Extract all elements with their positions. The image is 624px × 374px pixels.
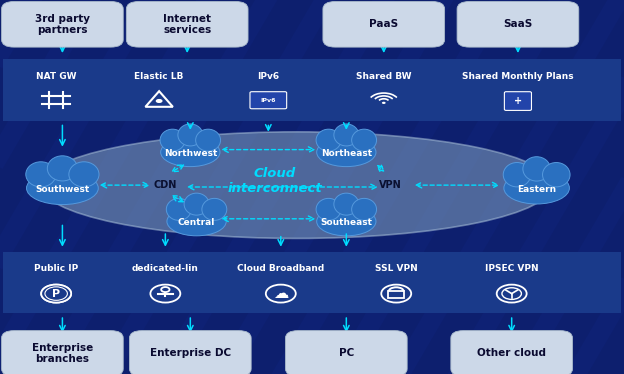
Text: Northeast: Northeast [321, 149, 372, 158]
Ellipse shape [167, 207, 226, 236]
Ellipse shape [167, 198, 191, 220]
Ellipse shape [542, 163, 570, 187]
Bar [388, 291, 404, 298]
Text: VPN: VPN [379, 180, 401, 190]
Ellipse shape [316, 129, 341, 151]
Ellipse shape [317, 138, 376, 167]
Ellipse shape [178, 124, 203, 146]
Text: 3rd party
partners: 3rd party partners [35, 13, 90, 35]
FancyBboxPatch shape [286, 331, 407, 374]
Text: Internet
services: Internet services [163, 13, 212, 35]
Ellipse shape [334, 124, 359, 146]
Ellipse shape [41, 132, 552, 239]
Text: Enterprise DC: Enterprise DC [150, 349, 231, 358]
Text: Southeast: Southeast [320, 218, 373, 227]
Text: NAT GW: NAT GW [36, 72, 76, 81]
FancyBboxPatch shape [504, 92, 532, 110]
Text: IPSEC VPN: IPSEC VPN [485, 264, 539, 273]
Text: +: + [514, 96, 522, 105]
Ellipse shape [334, 193, 359, 215]
Circle shape [156, 99, 162, 103]
Ellipse shape [160, 129, 185, 151]
Ellipse shape [352, 198, 376, 220]
Text: Shared BW: Shared BW [356, 72, 411, 81]
Ellipse shape [26, 162, 56, 187]
Text: ☁: ☁ [273, 286, 288, 301]
Ellipse shape [184, 193, 209, 215]
Text: Shared Monthly Plans: Shared Monthly Plans [462, 72, 573, 81]
Text: Elastic LB: Elastic LB [134, 72, 184, 81]
Ellipse shape [352, 129, 376, 151]
FancyBboxPatch shape [2, 331, 124, 374]
Ellipse shape [196, 129, 220, 151]
Text: Cloud Broadband: Cloud Broadband [237, 264, 324, 273]
Text: P: P [52, 289, 61, 298]
Text: Southwest: Southwest [36, 185, 89, 194]
Ellipse shape [316, 198, 341, 220]
Ellipse shape [523, 157, 550, 181]
Text: Enterprise
branches: Enterprise branches [32, 343, 93, 364]
Text: dedicated-lin: dedicated-lin [132, 264, 199, 273]
Text: Northwest: Northwest [163, 149, 217, 158]
Bar [3, 59, 621, 120]
Ellipse shape [202, 198, 227, 220]
Text: Cloud
interconnect: Cloud interconnect [227, 168, 322, 195]
Ellipse shape [161, 138, 220, 167]
Text: PC: PC [339, 349, 354, 358]
Text: PaaS: PaaS [369, 19, 398, 29]
Ellipse shape [317, 207, 376, 236]
Circle shape [382, 102, 386, 104]
Bar [3, 251, 621, 313]
Ellipse shape [69, 162, 99, 187]
FancyBboxPatch shape [2, 1, 124, 47]
FancyBboxPatch shape [323, 1, 444, 47]
Text: Eastern: Eastern [517, 185, 556, 194]
Text: Public IP: Public IP [34, 264, 78, 273]
FancyBboxPatch shape [126, 1, 248, 47]
Text: SaaS: SaaS [504, 19, 532, 29]
FancyBboxPatch shape [451, 331, 573, 374]
Text: IPv6: IPv6 [261, 98, 276, 103]
Ellipse shape [504, 172, 569, 204]
Ellipse shape [503, 163, 531, 187]
FancyBboxPatch shape [457, 1, 579, 47]
Text: CDN: CDN [154, 180, 177, 190]
Circle shape [41, 285, 71, 303]
Ellipse shape [47, 156, 77, 181]
FancyBboxPatch shape [130, 331, 251, 374]
FancyBboxPatch shape [250, 92, 286, 109]
Text: Other cloud: Other cloud [477, 349, 546, 358]
Text: IPv6: IPv6 [257, 72, 280, 81]
Text: SSL VPN: SSL VPN [375, 264, 417, 273]
Ellipse shape [26, 172, 99, 205]
Text: Central: Central [178, 218, 215, 227]
